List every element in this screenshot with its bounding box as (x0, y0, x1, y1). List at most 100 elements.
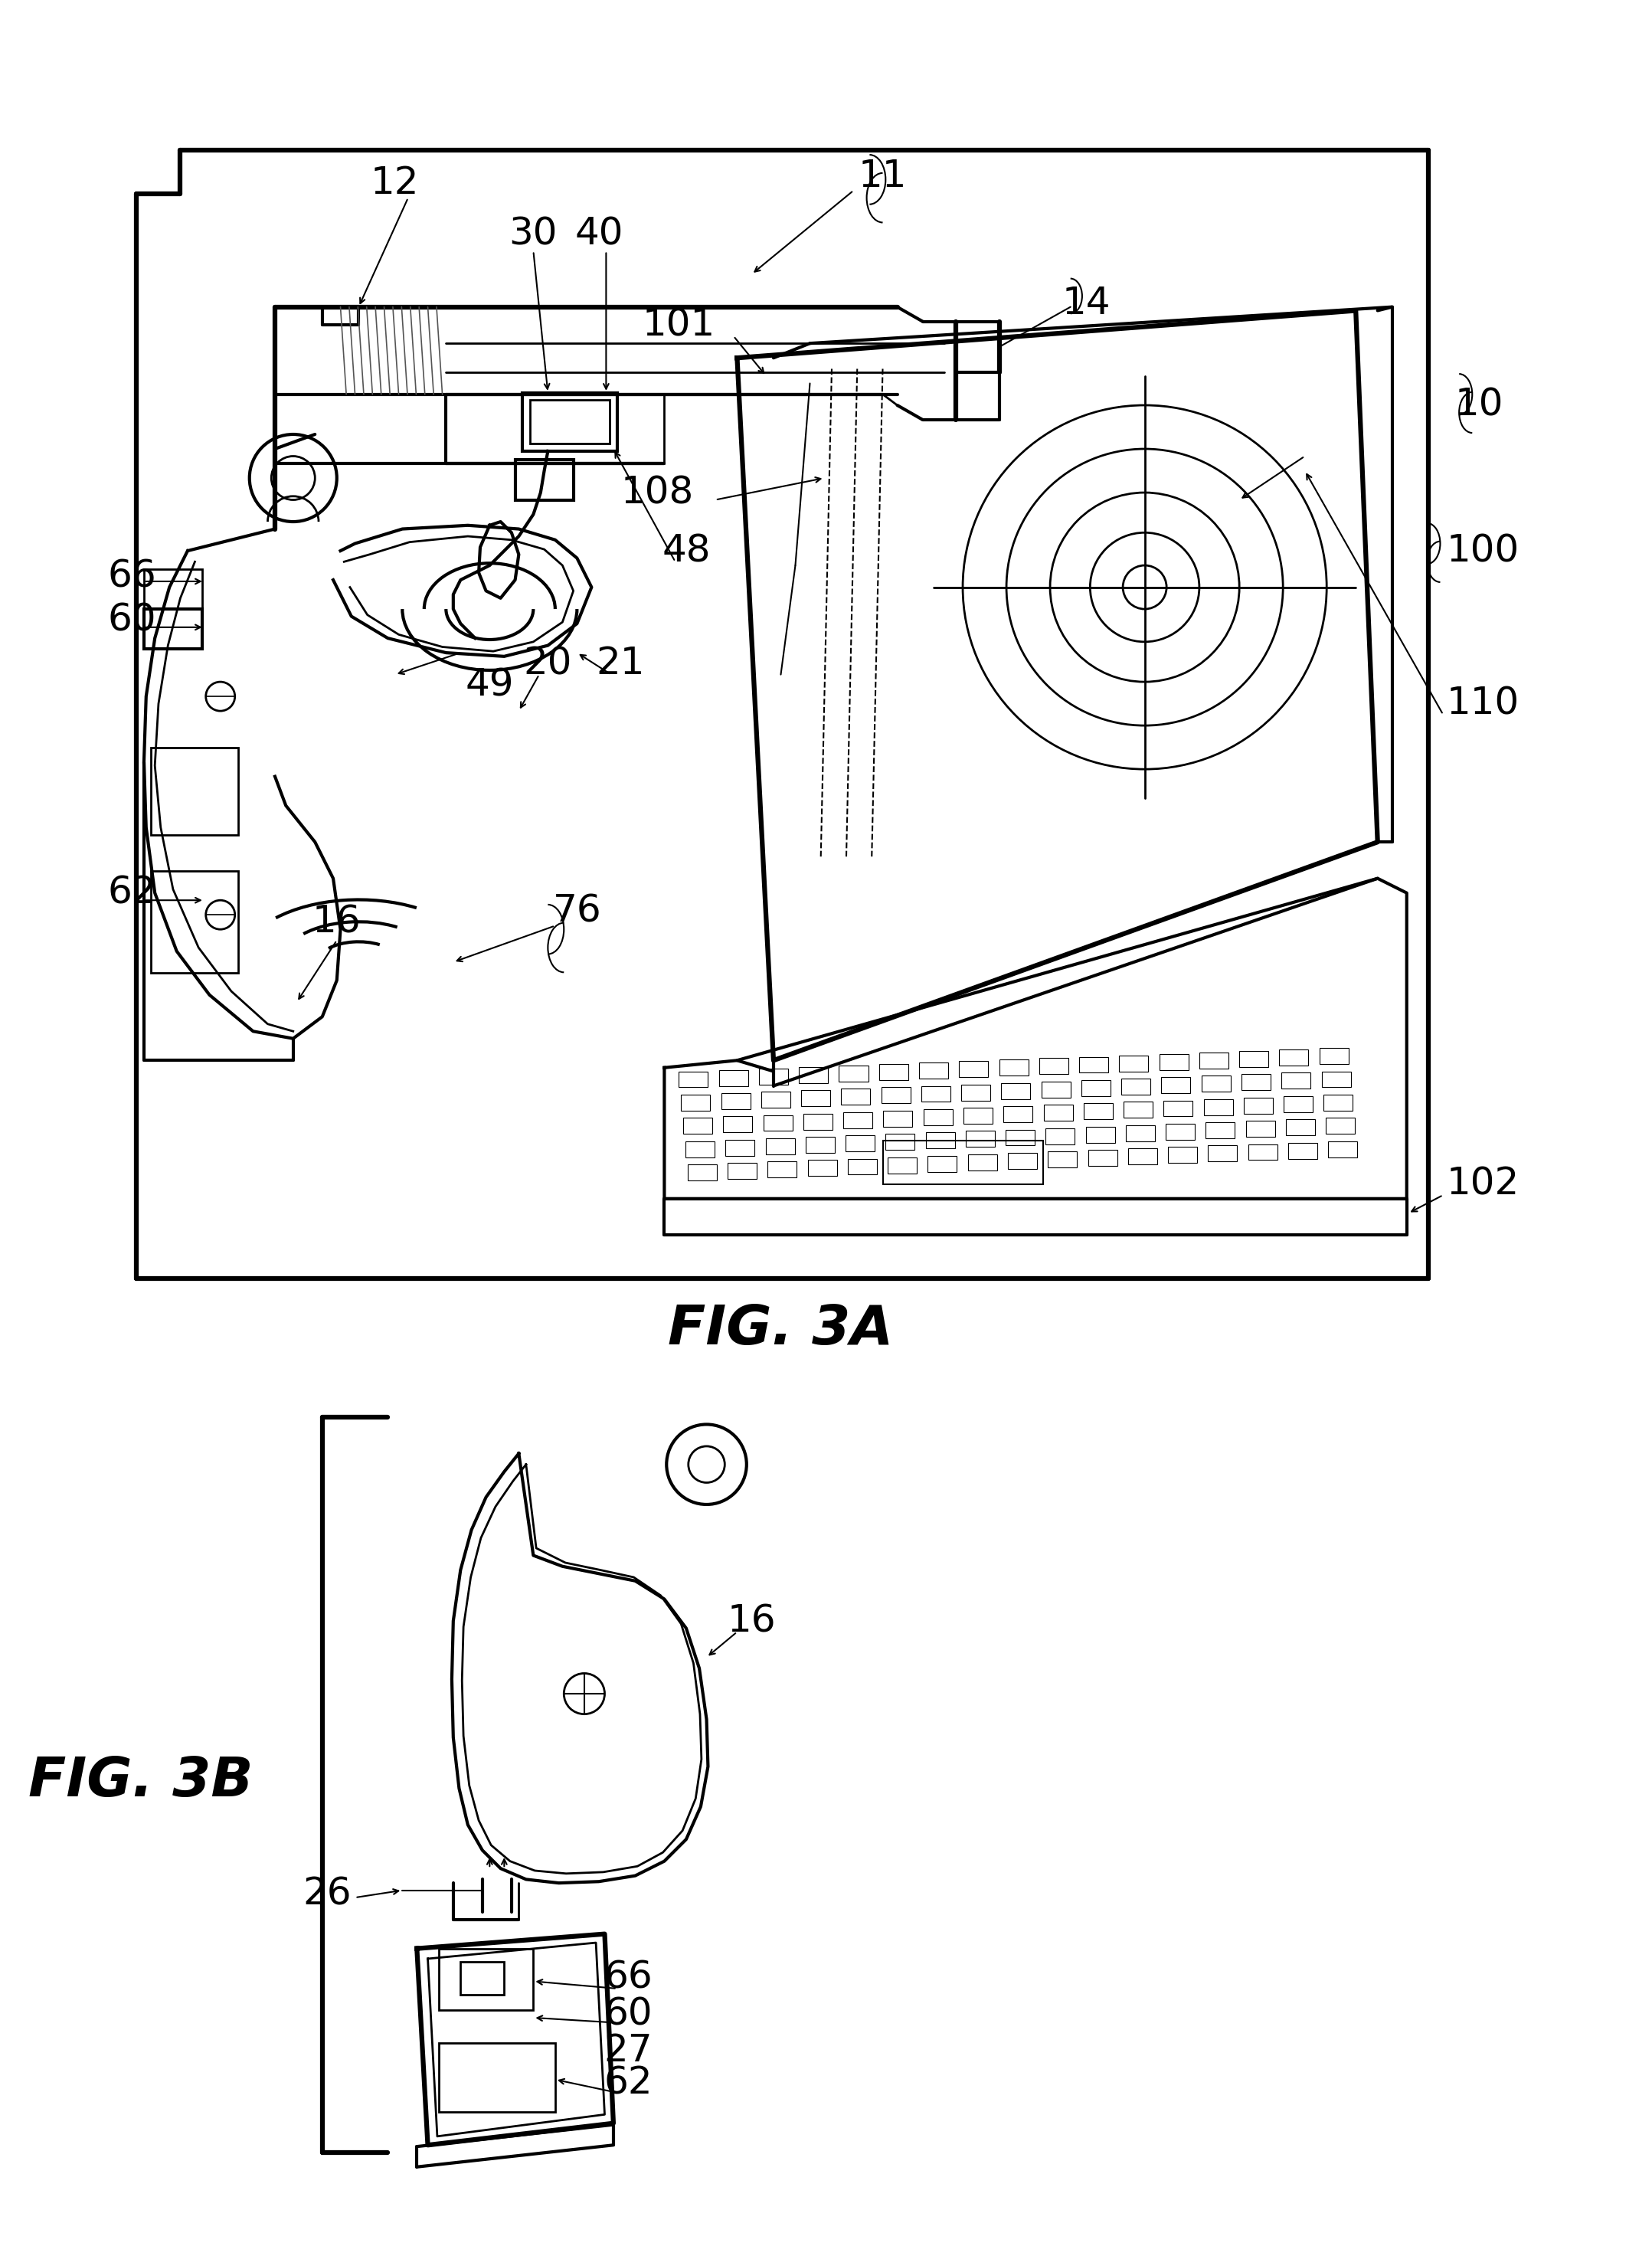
Text: 10: 10 (1455, 386, 1503, 424)
Text: 48: 48 (662, 532, 710, 568)
Bar (762, 1092, 790, 1107)
Bar (681, 1094, 710, 1110)
Bar (1163, 1101, 1193, 1116)
Bar (439, 2044, 555, 2111)
Bar (152, 871, 238, 973)
Bar (1285, 1119, 1315, 1136)
Bar (1247, 1143, 1277, 1161)
Bar (1047, 1152, 1077, 1168)
Bar (881, 1087, 910, 1103)
Bar (1125, 1125, 1155, 1141)
Text: 60: 60 (603, 1997, 653, 2033)
Bar (885, 1134, 915, 1150)
Bar (839, 1065, 869, 1083)
Bar (919, 1062, 948, 1078)
Text: 102: 102 (1447, 1166, 1520, 1202)
Text: 12: 12 (370, 164, 420, 202)
Bar (1082, 1080, 1110, 1096)
Bar (1046, 1127, 1075, 1143)
Bar (1328, 1141, 1358, 1157)
Bar (887, 1157, 917, 1172)
Bar (724, 1116, 752, 1132)
Text: 108: 108 (621, 474, 694, 510)
Bar (1323, 1094, 1353, 1110)
Bar (1044, 1105, 1072, 1121)
Bar (1279, 1049, 1308, 1065)
Bar (439, 1950, 534, 2010)
Text: 62: 62 (603, 2064, 653, 2102)
Bar (1206, 1123, 1236, 1139)
Text: 49: 49 (466, 667, 514, 703)
Bar (963, 1107, 993, 1123)
Bar (808, 1161, 838, 1177)
Bar (1161, 1078, 1191, 1094)
Bar (684, 1119, 712, 1134)
Text: 14: 14 (1062, 285, 1110, 321)
Text: 66: 66 (603, 1959, 653, 1997)
Bar (1204, 1098, 1232, 1114)
Bar (1006, 1130, 1034, 1145)
Bar (1128, 1148, 1156, 1163)
Bar (1089, 1150, 1117, 1166)
Text: 16: 16 (312, 903, 362, 941)
Bar (841, 1089, 871, 1105)
Bar (1123, 1103, 1153, 1119)
Bar (879, 1065, 909, 1080)
Bar (999, 1060, 1028, 1076)
Text: 11: 11 (859, 157, 907, 195)
Text: FIG. 3A: FIG. 3A (667, 1303, 894, 1357)
Text: 21: 21 (596, 645, 644, 683)
Bar (1122, 1078, 1150, 1094)
Text: 20: 20 (524, 645, 572, 683)
Text: 60: 60 (107, 602, 157, 638)
Bar (144, 568, 202, 609)
Text: 16: 16 (727, 1604, 776, 1640)
Bar (846, 1136, 874, 1152)
Bar (1168, 1148, 1198, 1163)
Bar (1039, 1058, 1069, 1074)
Bar (768, 1161, 796, 1177)
Text: 62: 62 (107, 874, 157, 912)
Bar (1282, 1074, 1310, 1089)
Bar (144, 609, 202, 649)
Bar (1118, 1056, 1148, 1071)
Text: 76: 76 (552, 892, 601, 930)
Bar (522, 393, 618, 451)
Bar (722, 1094, 750, 1110)
Bar (1208, 1145, 1237, 1161)
Bar (758, 1069, 788, 1085)
Bar (1085, 1127, 1115, 1143)
Bar (1320, 1049, 1348, 1065)
Text: 66: 66 (107, 557, 157, 595)
Bar (803, 1114, 833, 1130)
Bar (922, 1085, 950, 1103)
Bar (1289, 1143, 1317, 1159)
Bar (763, 1114, 793, 1132)
Bar (1242, 1074, 1270, 1089)
Bar (961, 1085, 991, 1101)
Bar (1246, 1121, 1275, 1136)
Bar (1079, 1058, 1108, 1074)
Bar (725, 1139, 755, 1157)
Text: 26: 26 (302, 1875, 352, 1911)
Bar (152, 748, 238, 836)
Text: 110: 110 (1447, 685, 1520, 721)
Text: FIG. 3B: FIG. 3B (28, 1754, 253, 1808)
Bar (1284, 1096, 1313, 1112)
Bar (679, 1071, 709, 1087)
Bar (1008, 1152, 1037, 1168)
Text: 101: 101 (643, 308, 715, 344)
Bar (882, 1141, 1042, 1184)
Bar (461, 1961, 504, 1994)
Bar (765, 1139, 795, 1154)
Bar (1166, 1123, 1194, 1139)
Bar (925, 1132, 955, 1148)
Bar (1327, 1119, 1355, 1134)
Bar (1239, 1051, 1269, 1067)
Bar (928, 1157, 957, 1172)
Text: 27: 27 (603, 2033, 653, 2069)
Bar (530, 400, 610, 445)
Bar (1199, 1053, 1229, 1069)
Bar (966, 1132, 995, 1148)
Bar (960, 1060, 988, 1078)
